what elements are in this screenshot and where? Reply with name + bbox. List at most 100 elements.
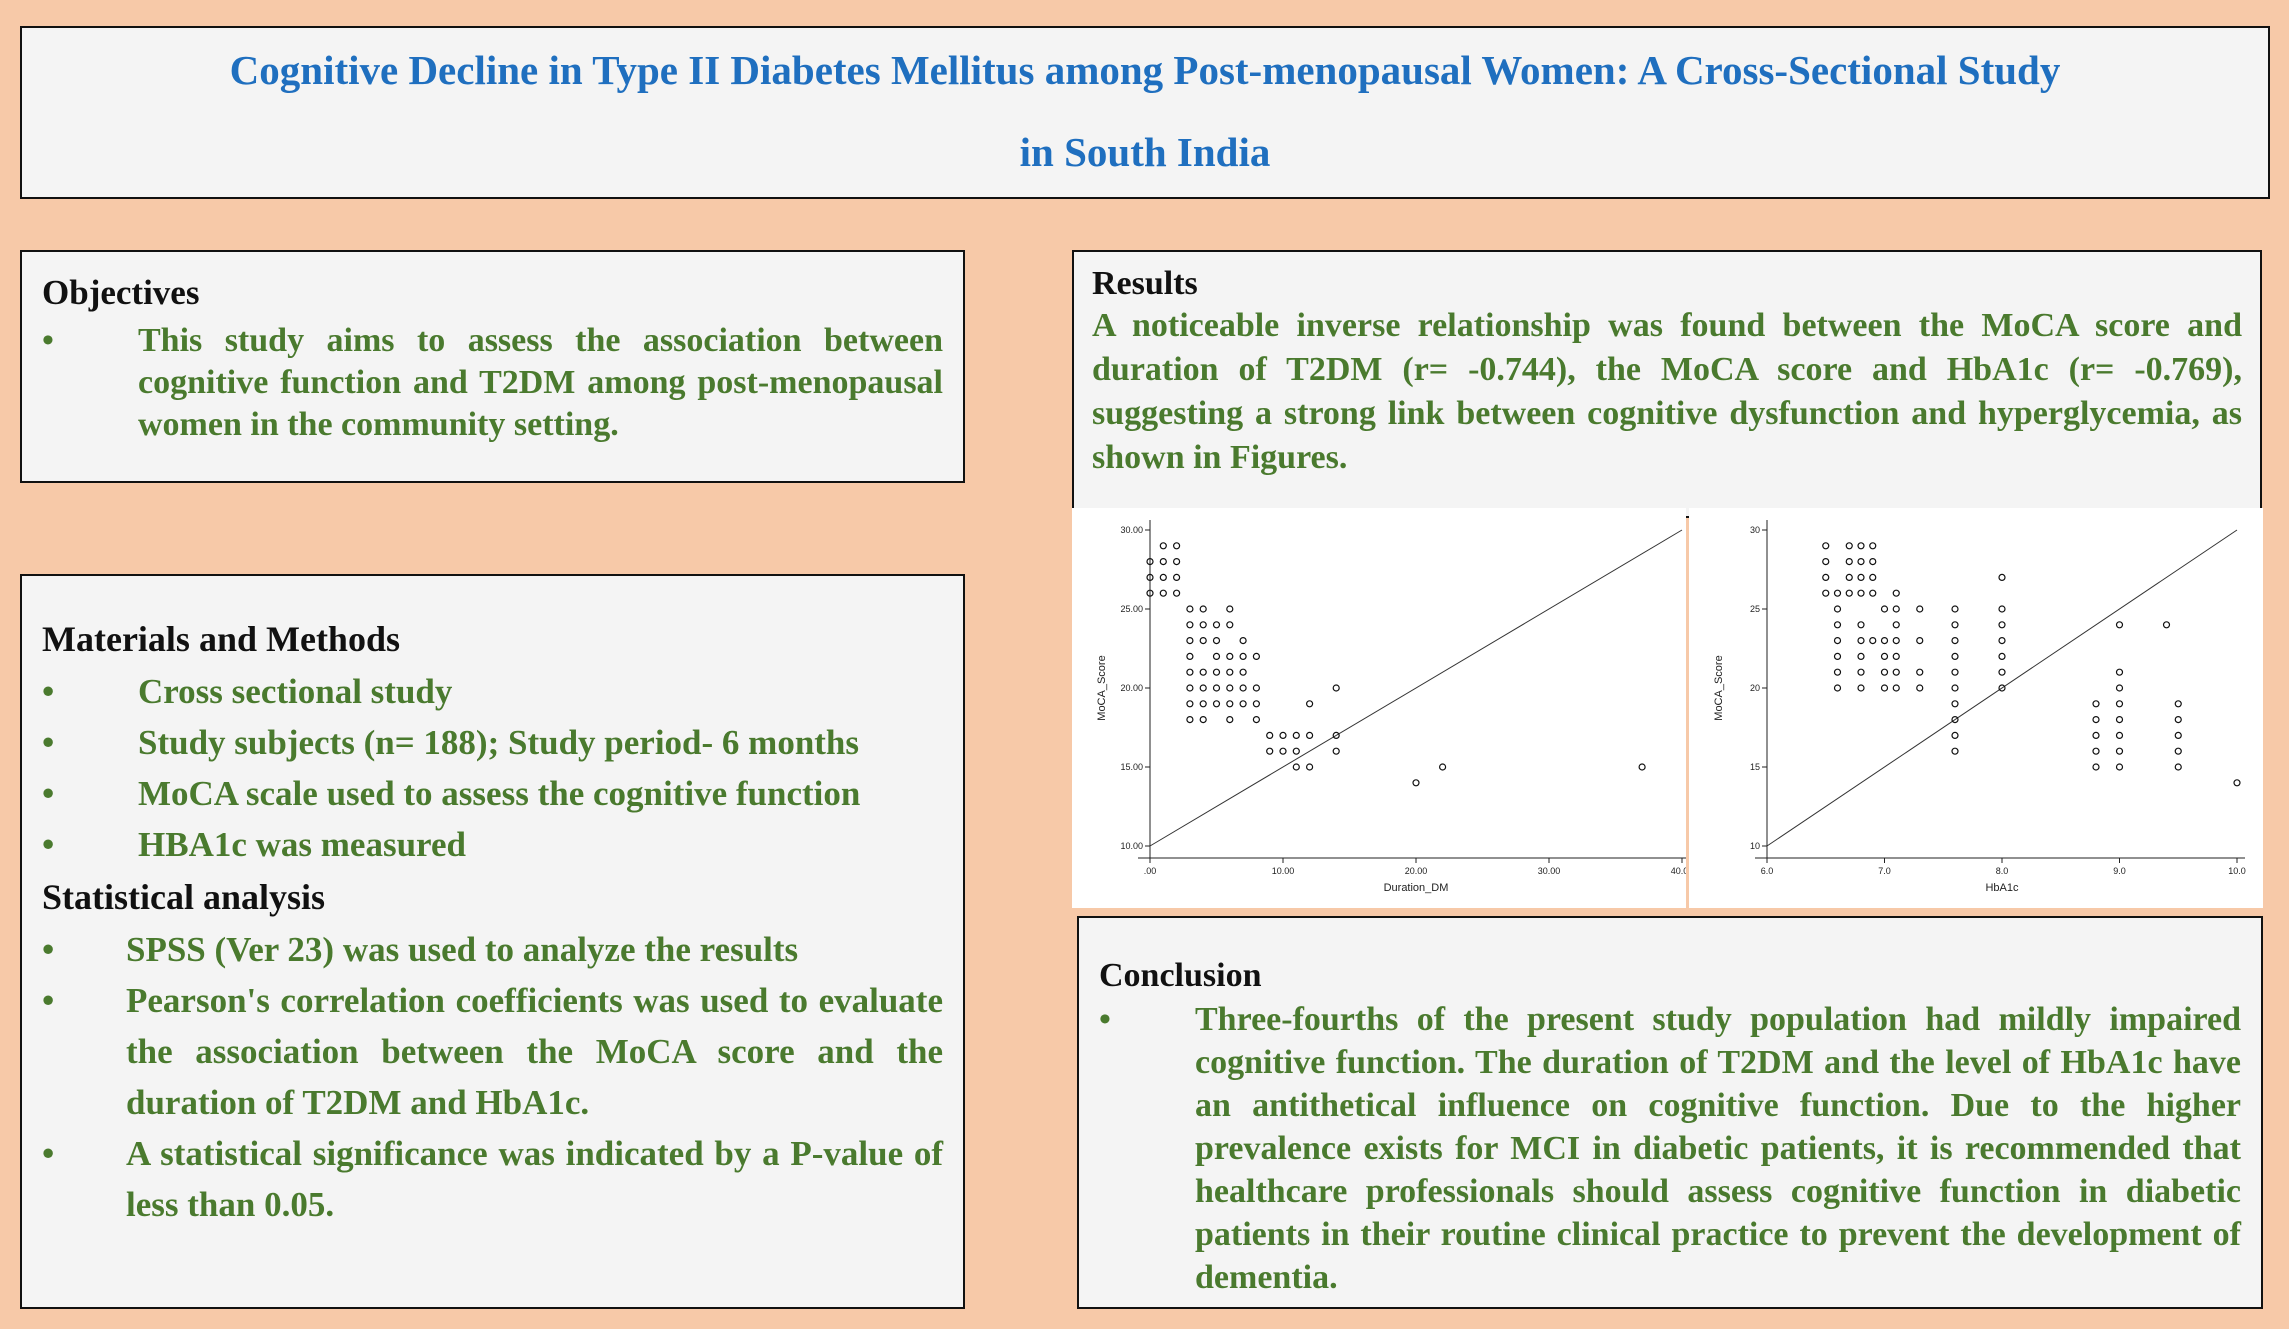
data-point [2092,763,2100,771]
data-point [1159,542,1167,550]
data-point [2092,700,2100,708]
data-point [1951,700,1959,708]
method-text: Cross sectional study [138,672,453,711]
x-tick-label: .00 [1144,866,1157,876]
data-point [1951,652,1959,660]
x-axis-label: Duration_DM [1384,882,1449,894]
data-point [1306,763,1314,771]
data-point [1833,621,1842,629]
y-axis-label: MoCA_Score [1713,655,1725,720]
data-point [1833,589,1842,597]
bullet-icon: • [42,825,55,864]
data-point [1951,716,1959,724]
bullet-icon: • [1099,1001,1111,1038]
data-point [1306,731,1314,739]
data-point [1199,637,1207,645]
y-tick-label: 20 [1750,683,1760,693]
data-point [1951,637,1959,645]
data-point [1833,652,1842,660]
results-text: A noticeable inverse relationship was fo… [1092,307,2242,476]
data-point [1186,605,1194,613]
y-tick-label: 10.00 [1120,841,1143,851]
data-point [1332,747,1340,755]
data-point [1226,716,1234,724]
data-point [2115,684,2124,692]
data-point [2174,763,2182,771]
methods-section: Materials and Methods • Cross sectional s… [20,574,965,1309]
data-point [1822,589,1830,597]
method-text: MoCA scale used to assess the cognitive … [138,774,861,813]
data-point [1226,621,1234,629]
y-tick-label: 15 [1750,762,1760,772]
data-point [2092,731,2100,739]
scatter-hba1c-figure: 10 15 20 25 30 6.0 7.0 8.0 9.0 10.0 HbA1c MoCA_Scor… [1689,508,2263,908]
bullet-icon: • [42,930,55,969]
data-point [1951,605,1959,613]
data-point [1412,779,1420,787]
data-point [1892,668,1900,676]
data-point [1306,700,1314,708]
data-point [1998,573,2006,582]
x-tick-label: 30.00 [1538,866,1561,876]
data-point [1186,684,1194,692]
data-point [2115,763,2124,771]
poster-title-line2: in South India [1019,129,1271,175]
data-point [1146,573,1154,582]
data-point [1845,557,1853,566]
data-point [1186,668,1194,676]
bullet-icon: • [42,981,55,1020]
data-point [1199,684,1207,692]
data-point [1869,573,1877,582]
bullet-icon: • [42,322,54,359]
data-point [1292,731,1300,739]
data-point [1880,684,1889,692]
bullet-icon: • [42,1134,55,1173]
data-point [1822,557,1830,566]
data-point [1239,652,1247,660]
scatter-duration-figure: 10.00 15.00 20.00 25.00 30.00 .00 10.00 20.00 30… [1072,508,1686,908]
objectives-section: Objectives • This study aims to assess t… [20,250,965,483]
results-section: Results A noticeable inverse relationshi… [1072,250,2262,518]
data-point [1892,637,1900,645]
data-point [1159,589,1167,597]
data-point [1951,684,1959,692]
x-tick-label: 8.0 [1996,866,2009,876]
poster-title-line1: Cognitive Decline in Type II Diabetes Me… [229,47,2061,93]
data-point [1833,684,1842,692]
list-item: • Cross sectional study [42,666,943,717]
data-point [1857,573,1865,582]
data-point [1998,621,2006,629]
data-point [2092,747,2100,755]
data-point [1916,684,1924,692]
data-point [2115,621,2124,629]
list-item: • HBA1c was measured [42,819,943,870]
conclusion-section: Conclusion • Three-fourths of the presen… [1077,916,2263,1309]
objectives-heading: Objectives [42,273,200,312]
data-point [1226,684,1234,692]
data-point [1239,700,1247,708]
data-point [1916,668,1924,676]
data-point [1172,589,1181,597]
data-point [1869,557,1877,566]
data-point [1212,652,1221,660]
x-axis-label: HbA1c [1985,882,2019,894]
data-point [1822,573,1830,582]
bullet-icon: • [42,723,55,762]
list-item: • SPSS (Ver 23) was used to analyze the r… [42,924,943,975]
x-tick-label: 10.00 [1272,866,1295,876]
y-tick-label: 20.00 [1120,683,1143,693]
data-point [1880,652,1889,660]
data-point [1869,542,1877,550]
x-tick-label: 10.0 [2228,866,2246,876]
data-point [1845,542,1853,550]
objective-text: This study aims to assess the associatio… [138,322,943,443]
data-point [1239,637,1247,645]
data-point [1998,637,2006,645]
data-point [1869,589,1877,597]
data-point [1892,589,1900,597]
list-item: • A statistical significance was indicate… [42,1128,943,1230]
data-point [1857,684,1865,692]
data-point [1833,637,1842,645]
data-point [1199,716,1207,724]
y-tick-label: 30.00 [1120,525,1143,535]
